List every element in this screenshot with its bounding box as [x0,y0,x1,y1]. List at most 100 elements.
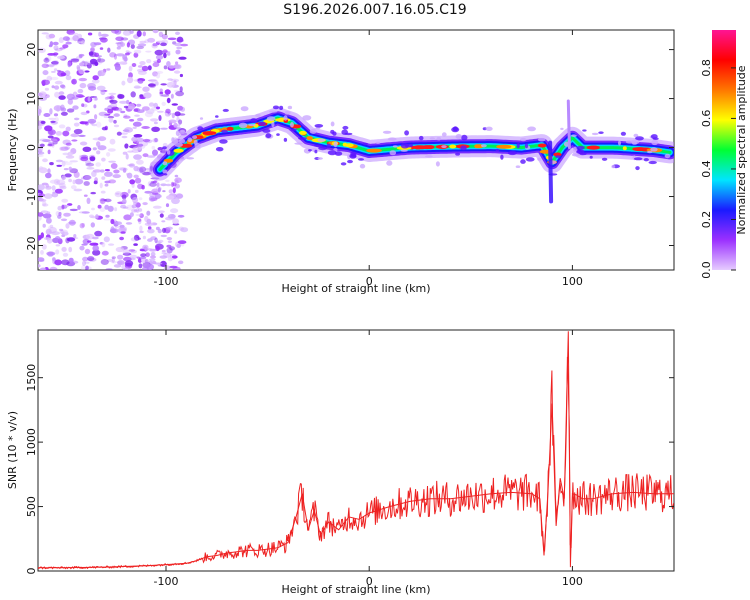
spectrogram-noise-blob [142,86,150,92]
spectrogram-noise-blob [159,91,164,95]
spectrogram-noise-blob [174,174,179,178]
spectrogram-ridge-blob [375,141,381,144]
spectrogram-noise-blob [47,53,56,56]
spectrogram-noise-blob [152,205,162,209]
spectrogram-noise-blob [93,42,102,46]
spectrogram-noise-blob [165,203,170,208]
spectrogram-noise-blob [76,66,81,71]
spectrogram-noise-blob [89,214,94,218]
spectrogram-noise-blob [156,58,161,64]
spectrogram-noise-blob [142,138,151,143]
spectrogram-noise-blob [155,54,164,60]
spectrogram-noise-blob [174,177,182,183]
spectrogram-noise-blob [139,256,147,260]
spectrogram-ridge-blob [248,123,256,127]
spectrogram-noise-blob [42,223,46,228]
spectrogram-noise-blob [123,114,128,118]
spectrogram-noise-blob [136,166,144,173]
spectrogram-noise-blob [79,82,87,89]
spectrogram-noise-blob [128,163,136,168]
spectrogram-noise-blob [154,137,158,143]
spectrogram-noise-blob [81,223,85,228]
spectrogram-noise-blob [145,50,152,53]
spectrogram-ridge-blob [560,127,564,130]
spectrogram-noise-blob [38,92,44,97]
spectrogram-noise-blob [63,212,71,217]
spectrogram-noise-blob [129,119,135,122]
spectrogram-noise-blob [137,65,143,68]
spectrogram-streak [566,99,571,150]
spectrogram-noise-blob [152,43,158,47]
spectrogram-noise-blob [44,87,50,91]
spectrogram-noise-blob [168,189,173,194]
spectrogram-y-tick-label: 20 [25,43,38,57]
spectrogram-noise-blob [139,225,143,232]
spectrogram-ridge-blob [633,133,639,138]
spectrogram-noise-blob [65,41,72,45]
spectrogram-ridge-blob [451,126,460,133]
spectrogram-noise-blob [137,80,144,84]
spectrogram-noise-blob [82,256,89,262]
spectrogram-ridge-blob [571,134,577,137]
spectrogram-noise-blob [100,198,106,205]
spectrogram-noise-blob [170,208,179,214]
spectrogram-noise-blob [97,56,101,63]
spectrogram-noise-blob [139,249,145,252]
spectrogram-ridge-blob [618,140,621,146]
spectrogram-noise-blob [51,231,60,236]
spectrogram-noise-blob [50,120,56,124]
spectrogram-noise-blob [119,224,125,229]
spectrogram-ridge-blob [589,155,593,159]
spectrogram-noise-blob [65,223,70,229]
spectrogram-x-tick-label: 100 [562,275,583,288]
spectrogram-noise-blob [101,176,106,180]
spectrogram-noise-blob [155,245,160,252]
spectrogram-noise-blob [97,204,102,209]
spectrogram-noise-blob [161,101,166,106]
spectrogram-ridge-blob [318,146,328,151]
spectrogram-noise-blob [137,143,144,147]
spectrogram-noise-blob [175,179,179,185]
spectrogram-noise-blob [120,204,127,209]
spectrogram-noise-blob [42,70,49,76]
spectrogram-noise-blob [104,169,110,172]
spectrogram-ridge-blob [334,151,343,156]
spectrogram-noise-blob [113,113,120,117]
spectrogram-hotspot [366,148,382,153]
spectrogram-ridge-blob [250,118,258,123]
spectrogram-noise-blob [144,259,149,264]
spectrogram-noise-blob [38,108,42,114]
spectrogram-noise-blob [62,152,70,156]
spectrogram-ridge-blob [266,116,276,122]
spectrogram-noise-blob [171,103,178,106]
spectrogram-noise-blob [60,146,69,151]
snr-y-label: SNR (10 * v/v) [6,411,19,489]
spectrogram-noise-blob [112,174,121,179]
spectrogram-noise-blob [42,158,48,163]
spectrogram-noise-blob [78,54,83,59]
spectrogram-noise-blob [88,86,97,91]
spectrogram-y-label: Frequency (Hz) [6,109,19,192]
spectrogram-noise-blob [44,125,53,132]
spectrogram-noise-blob [135,189,139,193]
spectrogram-noise-blob [160,83,167,86]
spectrogram-noise-blob [99,207,106,213]
spectrogram-noise-blob [128,249,136,252]
spectrogram-noise-blob [167,78,173,81]
spectrogram-noise-blob [178,260,184,265]
spectrogram-noise-blob [142,202,148,206]
spectrogram-noise-blob [161,252,167,255]
spectrogram-noise-blob [145,252,150,257]
spectrogram-noise-blob [167,256,173,262]
spectrogram-noise-blob [48,63,55,68]
spectrogram-noise-blob [94,177,98,183]
colorbar-tick-label: 0.2 [700,211,713,229]
spectrogram-ridge-blob [435,161,440,167]
spectrogram-noise-blob [156,106,160,110]
spectrogram-noise-blob [161,220,166,223]
spectrogram-noise-blob [133,49,142,54]
spectrogram-noise-blob [156,182,160,187]
spectrogram-noise-blob [148,82,157,89]
snr-x-tick-label: -100 [154,575,179,588]
spectrogram-noise-blob [132,121,142,127]
